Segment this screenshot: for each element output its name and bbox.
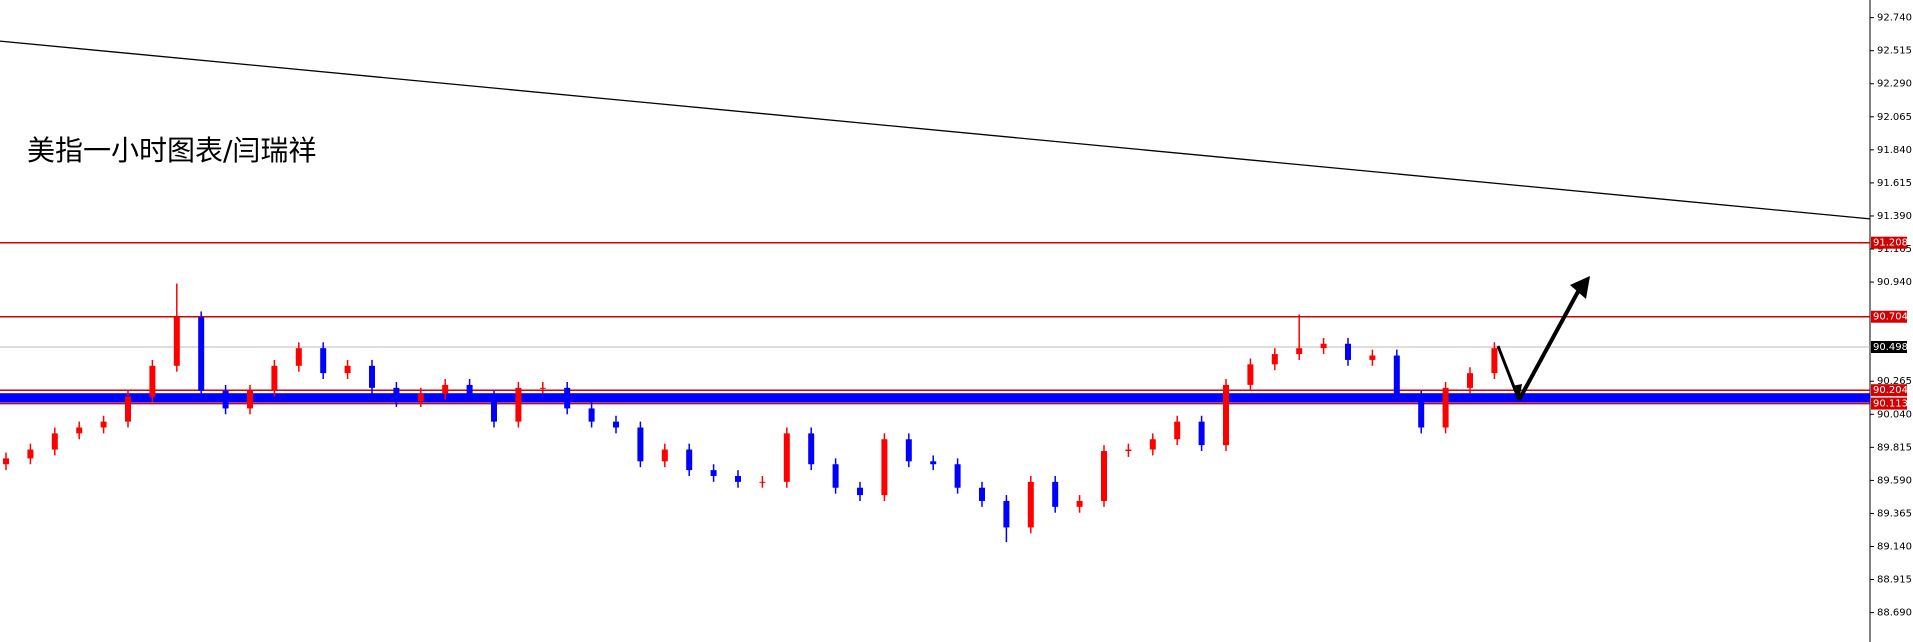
y-tick-label: 92.290 xyxy=(1877,79,1912,90)
y-tick-label: 91.615 xyxy=(1877,178,1912,189)
trendline xyxy=(0,40,1871,220)
level-label-box xyxy=(1871,310,1907,323)
candle-body xyxy=(759,481,766,483)
level-label-box xyxy=(1871,236,1907,249)
level-label: 91.208 xyxy=(1873,238,1908,249)
level-label: 90.204 xyxy=(1873,385,1908,396)
candle-body xyxy=(3,458,9,465)
candle-body xyxy=(1418,396,1425,428)
candle-body xyxy=(637,427,644,462)
candle-body xyxy=(1320,343,1327,349)
candle-body xyxy=(1198,421,1205,446)
plot: 92.740 92.515 92.290 92.065 91.840 91.615 91.3… xyxy=(0,13,1912,619)
candle-body xyxy=(930,461,937,465)
candle-body xyxy=(1125,449,1132,452)
y-tick-label: 89.365 xyxy=(1877,508,1912,519)
y-tick-label: 90.940 xyxy=(1877,277,1912,288)
candle-body xyxy=(564,387,571,409)
candle-body xyxy=(1076,500,1083,507)
candle-body xyxy=(149,365,156,397)
candle-body xyxy=(369,365,375,388)
candle-body xyxy=(1149,439,1156,450)
candle-body xyxy=(247,390,253,409)
candle-body xyxy=(808,433,815,465)
y-tick-label: 89.590 xyxy=(1877,475,1912,486)
candle-body xyxy=(1491,348,1498,374)
level-label: 90.498 xyxy=(1873,342,1908,353)
candle-body xyxy=(466,384,473,397)
candle-body xyxy=(613,421,619,428)
candle-body xyxy=(344,365,351,374)
chart-title: 美指一小时图表/闫瑞祥 xyxy=(27,134,316,167)
candle-body xyxy=(710,470,717,476)
candle-body xyxy=(539,387,546,389)
candle-body xyxy=(1223,384,1229,446)
y-tick-label: 92.515 xyxy=(1877,46,1912,57)
support-band xyxy=(0,393,1870,403)
y-tick-label: 89.140 xyxy=(1877,542,1912,553)
level-label: 90.704 xyxy=(1873,312,1908,323)
candle-body xyxy=(905,439,912,462)
candle-body xyxy=(271,365,278,391)
candle-body xyxy=(51,433,58,450)
candle-body xyxy=(1027,481,1034,528)
y-tick-label: 91.165 xyxy=(1877,244,1912,255)
candle-body xyxy=(1369,355,1376,360)
arrow-head xyxy=(1570,276,1590,299)
y-tick-label: 91.390 xyxy=(1877,211,1912,222)
candle-body xyxy=(1101,451,1107,501)
candle-body xyxy=(393,387,400,402)
candle-body xyxy=(857,487,863,496)
y-tick-label: 88.915 xyxy=(1877,575,1912,586)
candle-body xyxy=(320,348,327,374)
candle-body xyxy=(686,449,693,471)
candle-body xyxy=(1467,373,1473,388)
candle-body xyxy=(832,464,839,488)
candle-body xyxy=(881,439,888,496)
y-tick-label: 92.740 xyxy=(1877,13,1912,24)
candle-body xyxy=(222,390,229,409)
level-label-box xyxy=(1871,397,1907,410)
candle-body xyxy=(1003,500,1010,528)
candle-body xyxy=(979,487,985,501)
candle-body xyxy=(1442,387,1449,428)
level-label: 90.113 xyxy=(1873,399,1908,410)
candle-body xyxy=(173,317,180,366)
candle-body xyxy=(661,449,668,462)
candle-body xyxy=(491,396,497,422)
candle-body xyxy=(1052,481,1059,507)
candle-body xyxy=(76,427,83,434)
level-label-box xyxy=(1871,341,1907,354)
candle-body xyxy=(1345,343,1351,360)
y-tick-label: 90.040 xyxy=(1877,409,1912,420)
y-tick-label: 90.265 xyxy=(1877,376,1912,387)
candle-body xyxy=(1393,355,1400,397)
candle-body xyxy=(27,449,34,459)
y-tick-label: 92.065 xyxy=(1877,112,1912,123)
candle-body xyxy=(442,384,449,394)
y-tick-label: 91.840 xyxy=(1877,145,1912,156)
candle-body xyxy=(783,433,790,482)
up-arrow xyxy=(1517,287,1582,401)
candle-body xyxy=(1174,421,1181,440)
candle-body xyxy=(125,396,131,422)
candle-body xyxy=(198,317,205,391)
candle-body xyxy=(295,348,302,366)
y-tick-label: 88.690 xyxy=(1877,608,1912,619)
candle-body xyxy=(954,464,961,488)
candle-body xyxy=(1296,348,1303,355)
level-label-box xyxy=(1871,384,1907,397)
candle-body xyxy=(588,408,595,422)
candle-body xyxy=(417,393,424,402)
candle-body xyxy=(735,475,741,482)
candle-body xyxy=(515,387,522,422)
candle-body xyxy=(100,421,107,428)
y-tick-label: 89.815 xyxy=(1877,442,1912,453)
candle-body xyxy=(1271,354,1278,365)
arrows xyxy=(1496,276,1590,401)
candle-body xyxy=(1247,364,1254,385)
